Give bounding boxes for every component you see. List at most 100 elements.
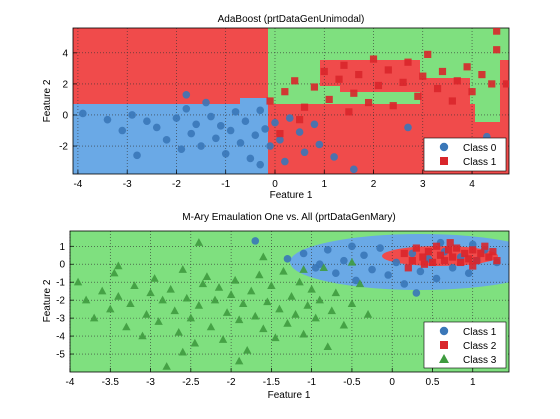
- point-class-3: [355, 279, 365, 288]
- point-class-1: [488, 80, 496, 88]
- points: [79, 28, 509, 174]
- point-class-1: [438, 67, 447, 76]
- x-tick-label: 0: [389, 377, 395, 388]
- point-class-1: [315, 260, 324, 269]
- point-class-3: [166, 284, 175, 293]
- point-class-0: [212, 134, 220, 143]
- legend-label-class3: Class 3: [463, 355, 497, 366]
- point-class-1: [384, 271, 392, 279]
- point-class-1: [419, 72, 427, 80]
- point-class-2: [449, 253, 457, 261]
- point-class-2: [408, 257, 416, 265]
- point-class-0: [404, 123, 412, 132]
- point-class-2: [400, 249, 408, 258]
- point-class-0: [79, 109, 87, 118]
- chart-title: M-Ary Emaulation One vs. All (prtDataGen…: [182, 212, 395, 223]
- point-class-3: [194, 238, 204, 246]
- point-class-1: [352, 276, 360, 285]
- point-class-1: [412, 289, 421, 297]
- point-class-3: [363, 310, 373, 318]
- point-class-1: [374, 81, 383, 90]
- point-class-3: [126, 299, 135, 307]
- point-class-1: [404, 58, 412, 66]
- point-class-1: [323, 246, 332, 254]
- y-tick-label: 0: [62, 110, 68, 121]
- point-class-1: [392, 258, 401, 267]
- point-class-2: [432, 242, 441, 250]
- point-class-0: [310, 120, 319, 129]
- y-tick-label: -4: [56, 332, 65, 343]
- point-class-1: [433, 84, 442, 93]
- point-class-1: [389, 102, 397, 110]
- legend-label-class2: Class 2: [463, 341, 497, 352]
- point-class-3: [194, 301, 204, 309]
- point-class-0: [207, 112, 215, 121]
- point-class-3: [303, 301, 312, 309]
- point-class-3: [230, 275, 240, 284]
- point-class-2: [446, 239, 454, 247]
- point-class-3: [279, 266, 288, 275]
- point-class-0: [172, 114, 181, 122]
- point-class-0: [216, 122, 225, 130]
- point-class-0: [231, 108, 240, 116]
- point-class-3: [287, 292, 296, 300]
- point-class-1: [291, 77, 299, 85]
- x-tick-label: 1: [321, 179, 327, 190]
- point-class-1: [376, 244, 384, 252]
- y-tick-label: -5: [56, 350, 65, 361]
- point-class-3: [81, 295, 91, 304]
- point-class-3: [122, 322, 131, 331]
- ticks: -4 -3.5 -3 -2.5 -2 -1.5 -1 -0.5 0 0.5 1 -5 -4 -3 -2 -1 0…: [56, 242, 476, 388]
- point-class-2: [424, 248, 433, 256]
- point-class-3: [311, 313, 320, 322]
- x-tick-label: -1: [221, 179, 230, 190]
- x-tick-label: -0.5: [343, 377, 361, 388]
- point-class-1: [251, 237, 260, 245]
- point-class-3: [162, 362, 171, 370]
- point-class-3: [259, 252, 268, 261]
- point-class-3: [130, 281, 139, 289]
- point-class-2: [489, 248, 497, 256]
- point-class-1: [369, 55, 378, 63]
- point-class-0: [236, 139, 245, 147]
- point-class-3: [198, 279, 208, 288]
- point-class-0: [182, 90, 191, 99]
- point-class-0: [118, 126, 127, 135]
- point-class-2: [469, 246, 477, 254]
- point-class-3: [138, 331, 147, 340]
- point-class-3: [190, 338, 200, 347]
- x-tick-label: -2: [227, 377, 236, 388]
- point-class-3: [271, 333, 280, 342]
- point-class-0: [246, 154, 255, 163]
- point-class-3: [206, 322, 216, 331]
- point-class-3: [255, 270, 264, 279]
- point-class-0: [103, 115, 112, 124]
- x-tick-label: -1: [307, 377, 316, 388]
- point-class-1: [400, 280, 409, 288]
- point-class-3: [154, 317, 163, 325]
- legend: Class 0 Class 1: [423, 137, 507, 172]
- x-axis-label: Feature 1: [270, 190, 313, 201]
- point-class-2: [420, 260, 429, 268]
- point-class-3: [299, 265, 308, 273]
- point-class-3: [263, 297, 272, 306]
- point-class-1: [464, 269, 473, 278]
- point-class-0: [315, 140, 324, 149]
- y-tick-label: -2: [59, 142, 68, 153]
- point-class-3: [222, 308, 232, 316]
- point-class-1: [355, 70, 363, 79]
- point-class-1: [360, 251, 368, 260]
- plot-frame: [69, 230, 510, 373]
- chart-adaboost: AdaBoost (prtDataGenUnimodal) -4 -3 -2 -1 0 1…: [42, 14, 510, 201]
- point-class-0: [281, 157, 289, 166]
- point-class-0: [266, 142, 274, 150]
- point-class-3: [347, 257, 357, 266]
- point-class-0: [276, 136, 284, 144]
- point-class-3: [174, 327, 183, 336]
- x-tick-label: -4: [73, 179, 82, 190]
- point-class-3: [114, 261, 123, 270]
- point-class-0: [128, 111, 136, 119]
- x-tick-label: 4: [469, 179, 475, 190]
- point-class-1: [340, 256, 348, 265]
- y-tick-label: 0: [59, 260, 65, 271]
